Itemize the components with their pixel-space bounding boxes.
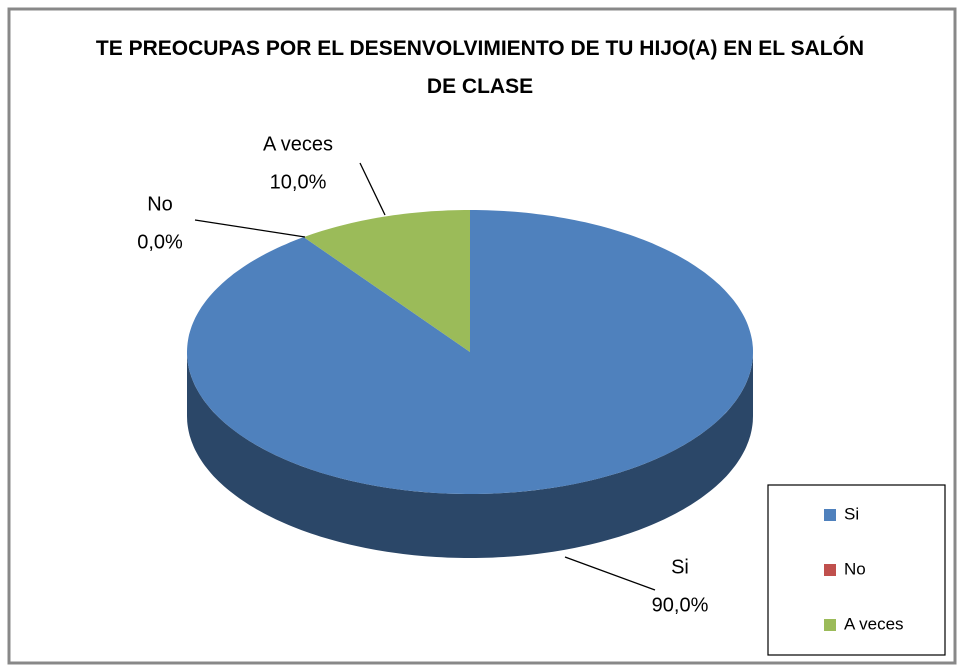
- legend-label: A veces: [844, 614, 904, 633]
- legend-swatch: [824, 564, 836, 576]
- data-label: 90,0%: [652, 594, 709, 616]
- data-label-name: A veces: [263, 133, 333, 155]
- legend-label: No: [844, 559, 866, 578]
- legend-swatch: [824, 619, 836, 631]
- leader-line: [359, 162, 386, 216]
- leader-line: [194, 219, 306, 238]
- data-label: 0,0%: [137, 231, 183, 253]
- data-label-name: No: [147, 193, 173, 215]
- legend-swatch: [824, 509, 836, 521]
- data-label-name: Si: [671, 556, 689, 578]
- leader-line: [564, 556, 656, 591]
- pie-slice: [303, 210, 470, 352]
- legend-box: [767, 484, 946, 656]
- chart-title: TE PREOCUPAS POR EL DESENVOLVIMIENTO DE …: [95, 37, 865, 98]
- legend-label: Si: [844, 504, 859, 523]
- pie-side: [187, 352, 753, 558]
- data-label: 10,0%: [270, 171, 327, 193]
